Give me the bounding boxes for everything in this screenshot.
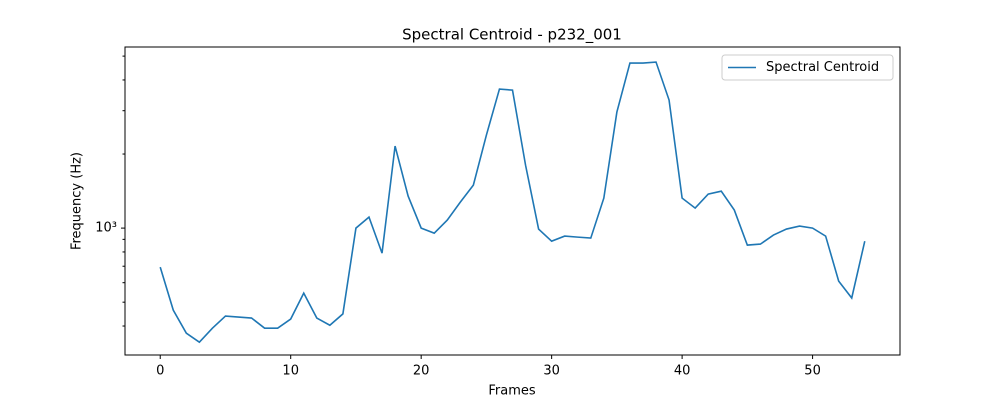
x-tick-label: 20 [413, 364, 430, 379]
x-tick-label: 40 [674, 364, 691, 379]
y-tick-label: 10³ [95, 221, 117, 236]
x-axis-label: Frames [488, 384, 536, 399]
legend-box [721, 54, 894, 81]
y-axis-label: Frequency (Hz) [70, 152, 85, 250]
x-tick-label: 0 [156, 364, 164, 379]
x-tick-label: 30 [543, 364, 560, 379]
x-tick-label: 10 [282, 364, 299, 379]
line [159, 61, 866, 344]
legend-label: Spectral Centroid [766, 60, 879, 75]
chart-title: Spectral Centroid - p232_001 [402, 26, 622, 45]
x-tick-label: 50 [804, 364, 821, 379]
plot-frame [124, 46, 901, 356]
